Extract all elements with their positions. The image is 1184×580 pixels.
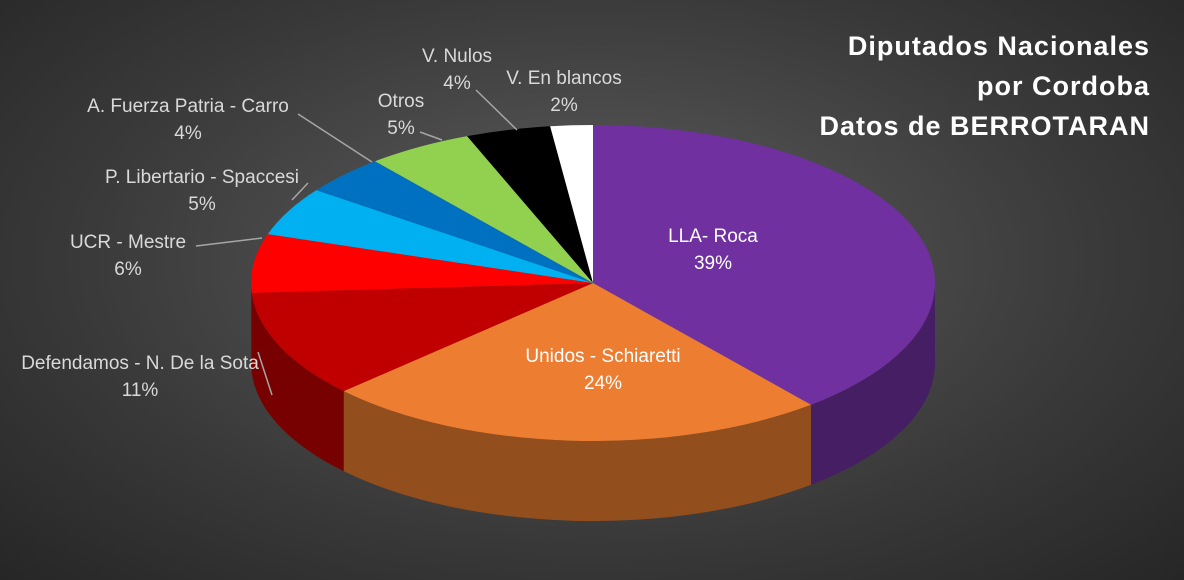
category-label: V. Nulos [421, 46, 493, 67]
slice-side [251, 292, 344, 472]
title-line: Diputados Nacionales [847, 31, 1150, 61]
slice [593, 125, 936, 405]
value-label: 24% [583, 373, 623, 394]
category-label: A. Fuerza Patria - Carro [87, 96, 289, 117]
value-label: 39% [693, 253, 733, 274]
value-label: 4% [443, 73, 471, 94]
category-label: Otros [377, 91, 425, 112]
category-label: Defendamos - N. De la Sota [21, 353, 259, 374]
slice-side [251, 283, 252, 373]
leader-line [257, 351, 273, 396]
slice [550, 125, 593, 283]
title-line: Datos de BERROTARAN [819, 111, 1150, 141]
leader-line [419, 131, 443, 141]
category-label: LLA- Roca [668, 226, 758, 247]
slice-side [343, 391, 811, 521]
data-label: V. Nulos 4% [422, 43, 492, 97]
data-label: P. Libertario - Spaccesi 5% [105, 164, 299, 218]
data-label: UCR - Mestre 6% [70, 229, 186, 283]
leader-line [291, 182, 309, 201]
leader-line [297, 113, 373, 163]
value-label: 5% [387, 118, 415, 139]
category-label: Unidos - Schiaretti [525, 346, 681, 367]
value-label: 11% [121, 380, 159, 401]
value-label: 4% [174, 123, 202, 144]
category-label: P. Libertario - Spaccesi [105, 167, 299, 188]
leader-line [475, 89, 518, 131]
slice [375, 136, 593, 283]
slice [251, 283, 593, 392]
leader-line [195, 237, 263, 247]
data-label: V. En blancos 2% [506, 65, 622, 119]
slice [267, 190, 593, 283]
data-label: Otros 5% [378, 88, 424, 142]
title-line: por Cordoba [977, 71, 1150, 101]
slice [316, 161, 593, 283]
category-label: V. En blancos [506, 68, 622, 89]
data-label: LLA- Roca 39% [668, 223, 758, 277]
slice [343, 283, 811, 441]
slice [467, 126, 593, 283]
chart-title: Diputados Nacionales por Cordoba Datos d… [819, 26, 1150, 146]
category-label: UCR - Mestre [69, 232, 187, 253]
value-label: 6% [114, 259, 142, 280]
value-label: 5% [188, 194, 216, 215]
data-label: Defendamos - N. De la Sota 11% [20, 350, 260, 404]
slice [251, 234, 593, 293]
data-label: Unidos - Schiaretti 24% [525, 343, 680, 397]
data-label: A. Fuerza Patria - Carro 4% [87, 93, 289, 147]
value-label: 2% [550, 95, 578, 116]
slice-side [810, 283, 935, 485]
